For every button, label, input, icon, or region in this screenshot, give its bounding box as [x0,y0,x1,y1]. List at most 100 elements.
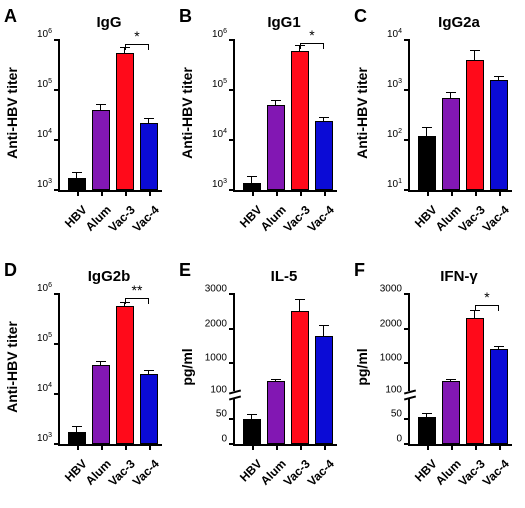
y-tick-label: 106 [37,282,60,294]
y-axis-label: pg/ml [179,307,195,427]
x-tick [252,190,254,196]
bar-Vac-4 [140,374,158,444]
significance-bracket [300,43,324,44]
x-tick [451,190,453,196]
error-bar [323,325,324,335]
y-axis-label: Anti-HBV titer [179,53,195,173]
bar-Alum [442,381,460,444]
panel-F: FIFN-γpg/ml050100100020003000HBVAlumVac-… [350,254,525,508]
bar-Vac-3 [291,311,309,444]
panel-B: BIgG1Anti-HBV titer103104105106HBVAlumVa… [175,0,350,254]
x-tick [475,444,477,450]
x-tick [252,444,254,450]
error-cap [72,426,82,427]
x-tick [149,190,151,196]
y-tick-label: 106 [212,28,235,40]
y-tick-label: 106 [37,28,60,40]
axis-break [404,391,416,399]
bar-Vac-4 [315,336,333,444]
plot-area: 050100100020003000HBVAlumVac-3Vac-4 [233,294,337,446]
y-tick-label: 1000 [205,353,235,364]
error-cap [72,172,82,173]
bar-HBV [243,183,261,190]
y-tick-label: 50 [391,409,410,420]
bar-Vac-4 [490,80,508,190]
x-tick [499,444,501,450]
error-cap [446,92,456,93]
error-cap [271,379,281,380]
y-tick-label: 3000 [380,284,410,295]
x-tick [77,190,79,196]
bar-Alum [442,98,460,190]
error-cap [96,361,106,362]
x-tick [77,444,79,450]
y-tick-label: 0 [396,434,410,445]
y-tick-label: 3000 [205,284,235,295]
error-cap [422,127,432,128]
y-tick-label: 2000 [205,318,235,329]
bar-HBV [418,417,436,444]
bar-Vac-3 [291,51,309,190]
y-tick-label: 1000 [380,353,410,364]
y-axis-label: Anti-HBV titer [354,53,370,173]
y-axis-label: Anti-HBV titer [4,307,20,427]
bar-Vac-4 [140,123,158,190]
bar-Vac-3 [466,318,484,444]
bar-HBV [418,136,436,190]
error-cap [494,346,504,347]
significance-star: * [127,28,147,44]
error-cap [494,76,504,77]
bar-HBV [68,178,86,190]
figure: AIgGAnti-HBV titer103104105106HBVAlumVac… [0,0,525,508]
significance-bracket [475,305,499,306]
error-cap [271,100,281,101]
panel-letter: F [354,260,365,281]
y-tick-label: 103 [387,78,410,90]
y-tick-label: 50 [216,409,235,420]
plot-area: 101102103104HBVAlumVac-3Vac-4 [408,40,512,192]
error-cap [96,104,106,105]
x-tick [300,444,302,450]
y-tick-label: 103 [37,178,60,190]
y-tick-label: 104 [212,128,235,140]
panel-title: IL-5 [233,268,335,285]
panel-D: DIgG2bAnti-HBV titer103104105106HBVAlumV… [0,254,175,508]
bar-HBV [243,419,261,444]
error-cap [144,118,154,119]
y-tick-label: 105 [212,78,235,90]
bar-Vac-3 [466,60,484,190]
x-tick [475,190,477,196]
x-tick [125,190,127,196]
plot-area: 103104105106HBVAlumVac-3Vac-4* [58,40,162,192]
bar-Vac-3 [116,306,134,444]
x-tick [300,190,302,196]
significance-star: * [302,27,322,43]
bar-Alum [267,105,285,190]
error-cap [247,414,257,415]
error-cap [295,299,305,300]
axis-break [229,391,241,399]
x-tick [276,444,278,450]
panel-letter: A [4,6,17,27]
error-cap [422,413,432,414]
error-cap [247,176,257,177]
y-tick-label: 103 [37,432,60,444]
x-tick [101,444,103,450]
error-bar [251,176,252,183]
x-tick [324,190,326,196]
x-tick [451,444,453,450]
x-tick [101,190,103,196]
error-cap [319,117,329,118]
bar-Alum [92,365,110,444]
x-tick [427,190,429,196]
x-tick [427,444,429,450]
panel-E: EIL-5pg/ml050100100020003000HBVAlumVac-3… [175,254,350,508]
bar-Vac-3 [116,53,134,190]
significance-bracket [125,44,149,45]
y-tick-label: 0 [221,434,235,445]
x-tick [276,190,278,196]
y-axis-label: Anti-HBV titer [4,53,20,173]
error-cap [470,50,480,51]
bar-Alum [92,110,110,190]
y-tick-label: 2000 [380,318,410,329]
